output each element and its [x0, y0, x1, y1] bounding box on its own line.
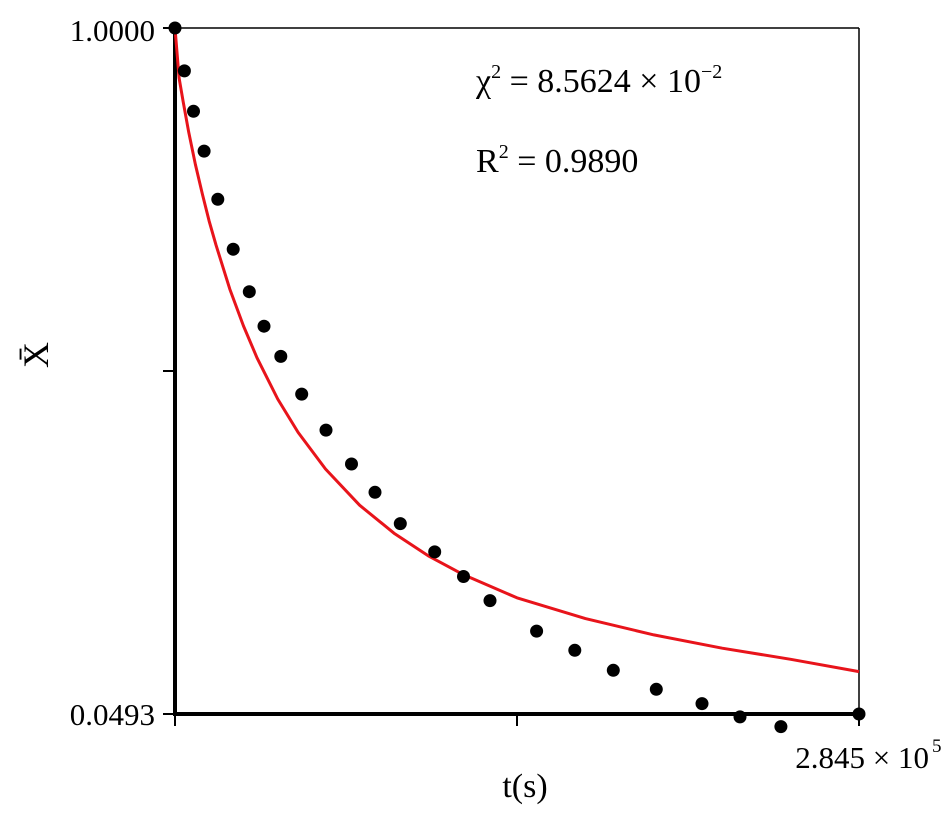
data-point	[606, 663, 620, 677]
data-point	[695, 697, 709, 711]
x-tick-label-mantissa: 2.845 × 10	[795, 740, 929, 775]
data-point	[530, 624, 544, 638]
data-point	[774, 720, 788, 734]
data-point	[852, 707, 866, 721]
data-point	[483, 594, 497, 608]
data-point	[211, 192, 225, 206]
data-point	[168, 21, 182, 35]
y-tick-label-bottom: 0.0493	[70, 697, 155, 732]
chi-symbol: χ	[475, 63, 491, 100]
data-point	[568, 643, 582, 657]
data-point	[368, 485, 382, 499]
fit-curve-layer	[173, 27, 860, 674]
r-square-annotation: R2 = 0.9890	[476, 141, 638, 180]
data-point	[295, 387, 309, 401]
data-point	[319, 423, 333, 437]
r-square-superscript: 2	[499, 141, 509, 163]
data-point	[242, 285, 256, 299]
x-tick-label-right: 2.845 × 10	[795, 740, 929, 775]
data-point	[345, 457, 358, 471]
data-point	[257, 319, 271, 333]
x-axis-title: t(s)	[502, 768, 547, 805]
fit-curve-line	[173, 27, 860, 674]
chi-square-superscript: 2	[491, 61, 501, 83]
data-point	[177, 64, 191, 78]
y-axis-title: X̄	[16, 342, 56, 368]
data-point	[274, 349, 288, 363]
y-tick-label-top: 1.0000	[70, 13, 155, 48]
data-points-layer	[168, 21, 866, 734]
data-point	[226, 242, 240, 256]
x-ticks: 2.845 × 10 5	[174, 714, 942, 775]
data-point	[393, 517, 407, 531]
data-point	[428, 545, 442, 559]
chi-square-value: = 8.5624 × 10	[501, 63, 701, 100]
data-point	[187, 104, 200, 118]
y-ticks: 1.0000 0.0493	[70, 13, 175, 732]
x-tick-label-exponent: 5	[932, 736, 942, 757]
chi-square-exponent: −2	[701, 61, 722, 83]
r-symbol: R	[476, 143, 499, 180]
data-point	[733, 710, 747, 724]
r-square-value: = 0.9890	[509, 143, 639, 180]
data-point	[457, 570, 470, 583]
data-point	[649, 682, 663, 696]
chi-square-annotation: χ2 = 8.5624 × 10−2	[475, 61, 722, 100]
data-point	[197, 144, 211, 158]
